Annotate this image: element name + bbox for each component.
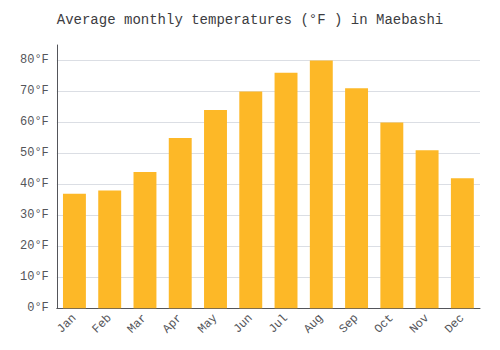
svg-text:Nov: Nov <box>407 311 432 336</box>
svg-text:40°F: 40°F <box>20 177 49 191</box>
svg-text:50°F: 50°F <box>20 146 49 160</box>
svg-text:Average monthly temperatures (: Average monthly temperatures (°F ) in Ma… <box>57 12 443 28</box>
svg-text:Mar: Mar <box>125 311 150 336</box>
svg-text:0°F: 0°F <box>27 301 49 315</box>
svg-text:10°F: 10°F <box>20 270 49 284</box>
svg-text:30°F: 30°F <box>20 208 49 222</box>
svg-text:Aug: Aug <box>301 311 326 336</box>
svg-text:60°F: 60°F <box>20 115 49 129</box>
svg-text:80°F: 80°F <box>20 53 49 67</box>
svg-text:Jun: Jun <box>231 311 256 336</box>
svg-text:May: May <box>195 311 220 336</box>
svg-text:Dec: Dec <box>442 311 467 336</box>
svg-text:70°F: 70°F <box>20 84 49 98</box>
svg-text:20°F: 20°F <box>20 239 49 253</box>
svg-text:Feb: Feb <box>89 311 114 336</box>
svg-text:Jul: Jul <box>266 311 291 336</box>
svg-text:Oct: Oct <box>372 311 397 336</box>
svg-text:Sep: Sep <box>336 311 361 336</box>
svg-text:Apr: Apr <box>160 311 185 336</box>
svg-text:Jan: Jan <box>54 311 79 336</box>
